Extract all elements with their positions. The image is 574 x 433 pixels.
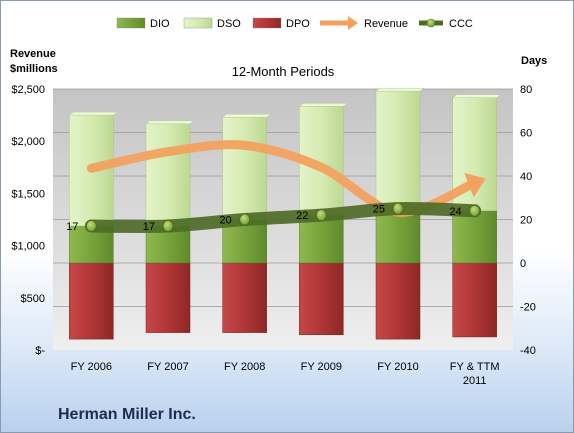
legend-label: DSO: [217, 18, 241, 30]
ccc-data-label: 17: [143, 221, 155, 233]
legend-label: DIO: [150, 18, 170, 30]
ccc-marker: [85, 220, 97, 232]
category-label: FY & TTM: [450, 361, 500, 373]
bar-top-cap: [145, 120, 195, 125]
legend-marker-ccc: [426, 18, 436, 28]
bar-dio: [375, 208, 421, 264]
right-tick-label: 40: [520, 171, 532, 183]
ccc-data-label: 24: [449, 206, 461, 218]
bar-top-cap: [221, 114, 272, 118]
ccc-marker: [239, 213, 251, 226]
legend-label: CCC: [449, 18, 473, 30]
bar-top-cap: [375, 87, 425, 92]
ccc-data-label: 20: [219, 215, 231, 227]
bar-top-cap: [451, 94, 502, 98]
bar-dpo: [222, 262, 267, 333]
ccc-marker: [469, 204, 481, 217]
right-tick-label: 60: [520, 128, 532, 140]
category-label: FY 2010: [377, 361, 418, 373]
ccc-data-label: 22: [296, 210, 308, 222]
right-axis-title: Days: [521, 55, 547, 67]
bar-dso: [375, 90, 421, 209]
bar-dpo: [375, 262, 421, 340]
bar-dio: [452, 210, 497, 264]
category-label: FY 2006: [71, 361, 112, 373]
category-label: FY 2008: [224, 361, 265, 373]
legend-label: Revenue: [364, 18, 408, 30]
revenue-arrowhead: [464, 172, 486, 198]
legend-arrow-revenue: [348, 16, 358, 30]
right-tick-label: -20: [520, 302, 536, 314]
ccc-line: [84, 201, 482, 234]
legend-swatch-dio: [116, 17, 146, 29]
ccc-marker: [162, 220, 174, 232]
left-tick-label: $1,500: [11, 188, 45, 200]
right-tick-label: -40: [520, 345, 536, 357]
ccc-data-label: 17: [66, 221, 78, 233]
ccc-data-label: 25: [373, 204, 385, 216]
left-axis-title: Revenue: [10, 48, 56, 60]
bar-dpo: [299, 262, 344, 336]
ccc-marker: [392, 202, 404, 215]
left-axis-title: $millions: [10, 63, 58, 75]
category-label: 2011: [463, 375, 487, 387]
left-tick-label: $2,000: [11, 136, 45, 148]
left-tick-label: $2,500: [11, 84, 45, 96]
bar-dpo: [69, 262, 114, 340]
left-tick-label: $500: [21, 293, 45, 305]
legend-swatch-dpo: [252, 17, 282, 29]
chart-title: 12-Month Periods: [232, 64, 335, 79]
bar-dio: [222, 219, 267, 264]
ccc-marker: [315, 209, 327, 222]
bar-top-cap: [68, 111, 119, 116]
company-name: Herman Miller Inc.: [58, 406, 196, 423]
bar-dso: [222, 117, 267, 220]
legend-swatch-dso: [183, 17, 213, 29]
bar-dso: [145, 123, 191, 227]
right-tick-label: 80: [520, 84, 532, 96]
bar-dpo: [145, 262, 191, 333]
left-tick-label: $1,000: [11, 241, 45, 253]
category-label: FY 2009: [301, 361, 342, 373]
bar-dpo: [452, 262, 497, 338]
left-tick-label: $-: [35, 345, 45, 357]
bar-top-cap: [298, 103, 349, 107]
right-tick-label: 20: [520, 215, 532, 227]
category-label: FY 2007: [147, 361, 188, 373]
bar-dio: [299, 214, 344, 264]
legend-label: DPO: [286, 18, 310, 30]
right-tick-label: 0: [520, 258, 526, 270]
